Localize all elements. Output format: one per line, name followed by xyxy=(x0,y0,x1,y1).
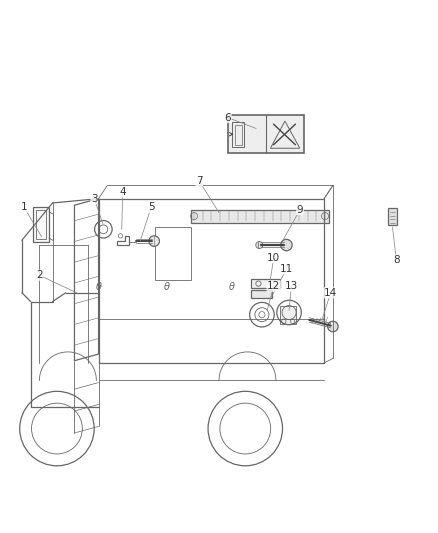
Circle shape xyxy=(256,241,263,248)
Bar xyxy=(232,122,244,147)
Bar xyxy=(228,115,304,152)
Bar xyxy=(251,290,272,298)
Bar xyxy=(155,227,191,280)
Text: 5: 5 xyxy=(148,203,155,212)
Text: 10: 10 xyxy=(267,253,280,263)
Text: 1: 1 xyxy=(21,203,28,212)
Text: 6: 6 xyxy=(224,112,231,123)
Circle shape xyxy=(149,236,159,246)
Bar xyxy=(280,306,296,324)
Text: $\theta$: $\theta$ xyxy=(95,280,102,292)
Circle shape xyxy=(281,239,292,251)
Bar xyxy=(388,208,397,225)
Bar xyxy=(251,279,280,288)
Text: 13: 13 xyxy=(285,281,298,291)
Polygon shape xyxy=(33,207,49,243)
Circle shape xyxy=(328,321,338,332)
Text: 14: 14 xyxy=(324,288,337,298)
Text: $\theta$: $\theta$ xyxy=(162,280,170,292)
Text: 3: 3 xyxy=(91,193,98,204)
Text: 7: 7 xyxy=(196,176,203,186)
Text: 4: 4 xyxy=(119,187,126,197)
Text: 12: 12 xyxy=(267,281,280,291)
Text: 2: 2 xyxy=(36,270,43,280)
Text: 8: 8 xyxy=(393,255,400,265)
Bar xyxy=(191,209,328,223)
Bar xyxy=(235,125,242,145)
Text: $\theta$: $\theta$ xyxy=(228,280,236,292)
Text: 11: 11 xyxy=(280,264,293,273)
Text: 9: 9 xyxy=(297,205,304,215)
